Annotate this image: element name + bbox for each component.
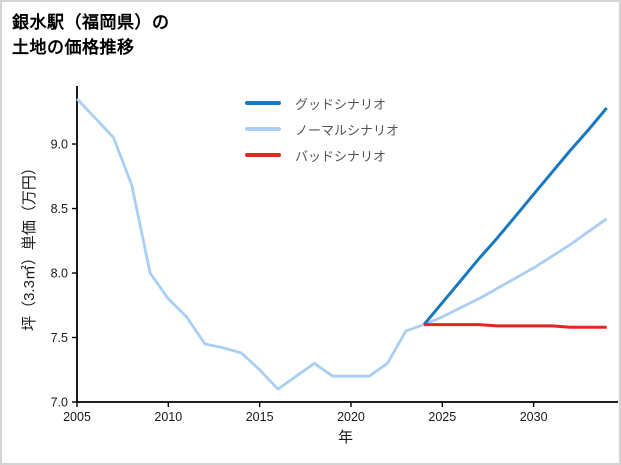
normal-scenario-line-swatch	[245, 127, 281, 131]
svg-text:2005: 2005	[63, 410, 91, 424]
page-title-line1: 銀水駅（福岡県）の	[12, 13, 170, 32]
svg-text:2010: 2010	[154, 410, 182, 424]
legend-label-bad-scenario: バッドシナリオ	[295, 148, 387, 164]
legend-item-normal-scenario: ノーマルシナリオ	[245, 116, 399, 142]
legend-item-bad-scenario: バッドシナリオ	[245, 142, 399, 168]
y-axis-label: 坪（3.3㎡）単価（万円）	[20, 159, 38, 331]
svg-text:8.0: 8.0	[51, 267, 68, 281]
svg-text:7.0: 7.0	[51, 396, 68, 410]
legend: グッドシナリオ ノーマルシナリオ バッドシナリオ	[245, 90, 399, 168]
legend-label-good-scenario: グッドシナリオ	[295, 96, 387, 112]
svg-text:8.5: 8.5	[51, 202, 68, 216]
svg-text:2015: 2015	[246, 410, 274, 424]
legend-label-normal-scenario: ノーマルシナリオ	[295, 122, 400, 138]
legend-item-good-scenario: グッドシナリオ	[245, 90, 399, 116]
good-scenario-line-swatch	[245, 101, 281, 105]
svg-text:2025: 2025	[428, 410, 456, 424]
bad-scenario-line-swatch	[245, 153, 281, 157]
svg-text:9.0: 9.0	[51, 138, 68, 152]
x-axis-label: 年	[337, 429, 353, 446]
svg-text:2030: 2030	[520, 410, 548, 424]
page-title: 銀水駅（福岡県）の 土地の価格推移	[12, 10, 170, 60]
svg-text:7.5: 7.5	[51, 331, 68, 345]
page-title-line2: 土地の価格推移	[12, 38, 135, 57]
svg-text:2020: 2020	[337, 410, 365, 424]
